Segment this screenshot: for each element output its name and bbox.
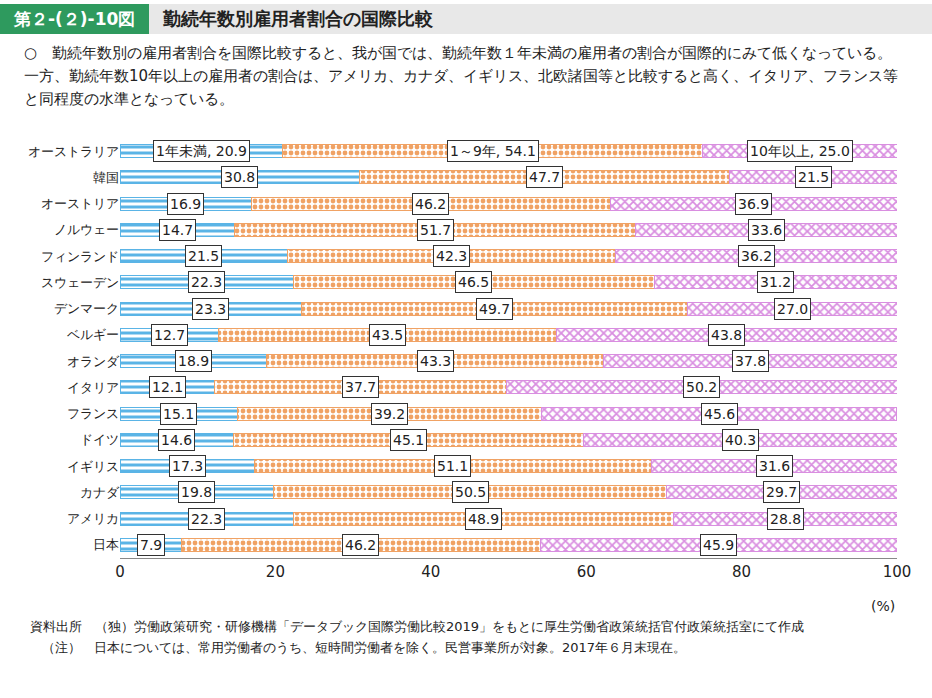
svg-text:45.1: 45.1 xyxy=(393,432,424,448)
svg-text:47.7: 47.7 xyxy=(529,169,560,185)
svg-text:48.9: 48.9 xyxy=(468,511,499,527)
svg-text:20: 20 xyxy=(266,563,285,581)
svg-text:(%): (%) xyxy=(871,598,895,614)
svg-text:33.6: 33.6 xyxy=(751,222,782,238)
svg-text:カナダ: カナダ xyxy=(80,485,120,500)
svg-text:45.6: 45.6 xyxy=(704,406,735,422)
svg-text:22.3: 22.3 xyxy=(191,511,222,527)
svg-text:21.5: 21.5 xyxy=(188,248,219,264)
svg-text:10年以上, 25.0: 10年以上, 25.0 xyxy=(750,143,850,159)
svg-text:29.7: 29.7 xyxy=(766,484,797,500)
svg-text:36.9: 36.9 xyxy=(738,196,769,212)
svg-text:15.1: 15.1 xyxy=(163,406,194,422)
svg-text:アメリカ: アメリカ xyxy=(67,511,119,526)
svg-text:12.1: 12.1 xyxy=(152,379,183,395)
svg-text:46.5: 46.5 xyxy=(458,274,489,290)
svg-text:40: 40 xyxy=(421,563,440,581)
svg-text:39.2: 39.2 xyxy=(374,406,405,422)
svg-text:デンマーク: デンマーク xyxy=(54,301,119,316)
svg-text:オランダ: オランダ xyxy=(67,354,120,369)
svg-text:50.5: 50.5 xyxy=(455,484,486,500)
html-text:（注） 日本については、常用労働者のうち、短時間労働者を除く: （注） 日本については、常用労働者のうち、短時間労働者を除く。民営事業所が対象。… xyxy=(42,640,687,655)
svg-text:16.9: 16.9 xyxy=(170,196,201,212)
svg-text:51.1: 51.1 xyxy=(437,458,468,474)
svg-text:37.7: 37.7 xyxy=(345,379,376,395)
svg-text:43.5: 43.5 xyxy=(372,327,403,343)
svg-text:0: 0 xyxy=(115,563,125,581)
svg-text:51.7: 51.7 xyxy=(420,222,451,238)
svg-text:80: 80 xyxy=(732,563,751,581)
svg-text:31.6: 31.6 xyxy=(759,458,790,474)
svg-text:46.2: 46.2 xyxy=(345,537,376,553)
svg-text:30.8: 30.8 xyxy=(224,169,255,185)
svg-text:1年未満, 20.9: 1年未満, 20.9 xyxy=(156,143,247,159)
svg-text:50.2: 50.2 xyxy=(686,379,717,395)
html-text:第２-(２)-10図: 第２-(２)-10図 xyxy=(14,9,136,29)
svg-text:17.3: 17.3 xyxy=(172,458,203,474)
svg-text:36.2: 36.2 xyxy=(741,248,772,264)
svg-text:ベルギー: ベルギー xyxy=(67,327,119,342)
svg-text:23.3: 23.3 xyxy=(195,301,226,317)
html-text:○ 勤続年数別の雇用者割合を国際比較すると、我が国では、勤続: ○ 勤続年数別の雇用者割合を国際比較すると、我が国では、勤続年数１年未満の雇用者… xyxy=(24,44,899,108)
svg-text:スウェーデン: スウェーデン xyxy=(41,275,119,290)
svg-text:14.6: 14.6 xyxy=(161,432,192,448)
svg-text:60: 60 xyxy=(577,563,596,581)
svg-text:43.3: 43.3 xyxy=(420,353,451,369)
svg-text:37.8: 37.8 xyxy=(735,353,766,369)
html-text:勤続年数別雇用者割合の国際比較: 勤続年数別雇用者割合の国際比較 xyxy=(163,8,434,29)
svg-text:43.8: 43.8 xyxy=(711,327,742,343)
svg-text:ノルウェー: ノルウェー xyxy=(54,222,119,237)
svg-text:7.9: 7.9 xyxy=(140,537,162,553)
svg-text:韓国: 韓国 xyxy=(93,170,119,185)
svg-text:27.0: 27.0 xyxy=(777,301,808,317)
svg-text:100: 100 xyxy=(883,563,912,581)
svg-text:45.9: 45.9 xyxy=(703,537,734,553)
svg-text:フランス: フランス xyxy=(67,406,119,421)
svg-text:19.8: 19.8 xyxy=(181,484,212,500)
svg-text:31.2: 31.2 xyxy=(760,274,791,290)
svg-text:オーストラリア: オーストラリア xyxy=(28,144,119,159)
svg-text:46.2: 46.2 xyxy=(415,196,446,212)
svg-text:フィンランド: フィンランド xyxy=(41,249,119,264)
svg-text:49.7: 49.7 xyxy=(479,301,510,317)
svg-text:42.3: 42.3 xyxy=(436,248,467,264)
svg-text:日本: 日本 xyxy=(93,537,119,552)
svg-text:ドイツ: ドイツ xyxy=(80,432,119,447)
svg-text:オーストリア: オーストリア xyxy=(41,196,119,211)
svg-text:イギリス: イギリス xyxy=(67,459,119,474)
svg-text:22.3: 22.3 xyxy=(191,274,222,290)
svg-text:1～9年, 54.1: 1～9年, 54.1 xyxy=(450,143,536,159)
svg-text:14.7: 14.7 xyxy=(162,222,193,238)
svg-text:18.9: 18.9 xyxy=(178,353,209,369)
svg-text:12.7: 12.7 xyxy=(154,327,185,343)
html-text:資料出所 （独）労働政策研究・研修機構「データブック国際労働: 資料出所 （独）労働政策研究・研修機構「データブック国際労働比較2019」をもと… xyxy=(30,619,805,634)
svg-text:イタリア: イタリア xyxy=(67,380,119,395)
svg-text:40.3: 40.3 xyxy=(725,432,756,448)
svg-text:21.5: 21.5 xyxy=(798,169,829,185)
svg-text:28.8: 28.8 xyxy=(770,511,801,527)
